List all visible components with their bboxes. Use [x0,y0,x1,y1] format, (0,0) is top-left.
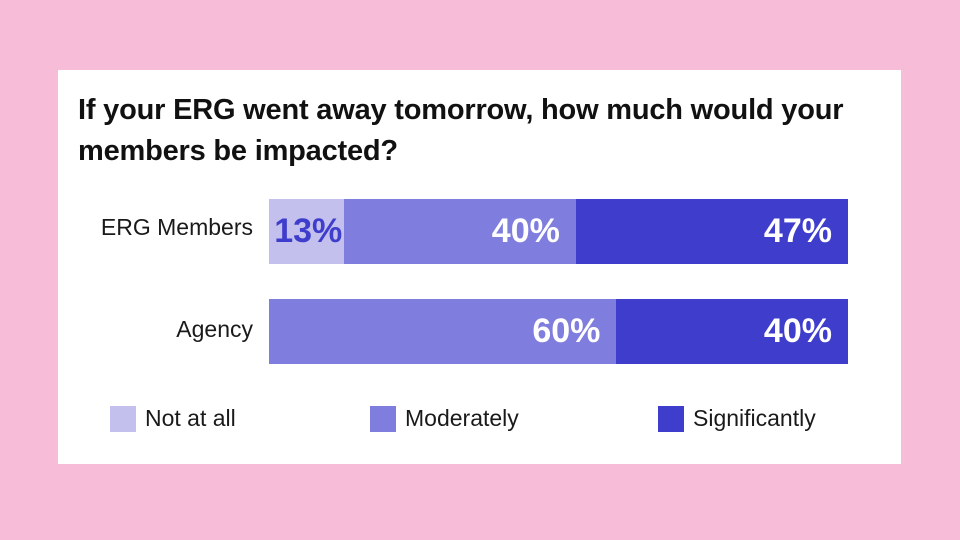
legend-swatch-significantly [658,405,684,432]
legend-label-significantly: Significantly [693,405,816,431]
chart-title: If your ERG went away tomorrow, how much… [78,94,844,167]
category-label-erg-members: ERG Members [100,214,253,240]
legend-label-moderately: Moderately [405,405,519,431]
legend-item-significantly: Significantly [658,405,816,432]
chart-card: If your ERG went away tomorrow, how much… [58,70,901,464]
legend-item-not-at-all: Not at all [110,405,236,432]
category-label-agency: Agency [176,316,253,342]
legend-swatch-moderately [370,405,396,432]
bar-segment-agency-significantly: 40% [616,299,848,364]
bar-segment-agency-moderately: 60% [269,299,617,364]
data-label-agency-significantly: 40% [763,312,832,350]
bar-agency: 60% 40% [269,299,848,364]
data-label-erg-members-moderately: 40% [491,212,560,250]
data-label-erg-members-not-at-all: 13% [274,212,343,250]
legend-item-moderately: Moderately [370,405,519,432]
bar-segment-erg-members-not-at-all: 13% [269,199,345,264]
bar-segment-erg-members-moderately: 40% [344,199,576,264]
bar-segment-erg-members-significantly: 47% [575,199,848,264]
data-label-erg-members-significantly: 47% [763,212,832,250]
legend-swatch-not-at-all [110,405,136,432]
legend-label-not-at-all: Not at all [145,405,236,431]
bar-erg-members: 13% 40% 47% [269,199,848,264]
data-label-agency-moderately: 60% [532,312,601,350]
